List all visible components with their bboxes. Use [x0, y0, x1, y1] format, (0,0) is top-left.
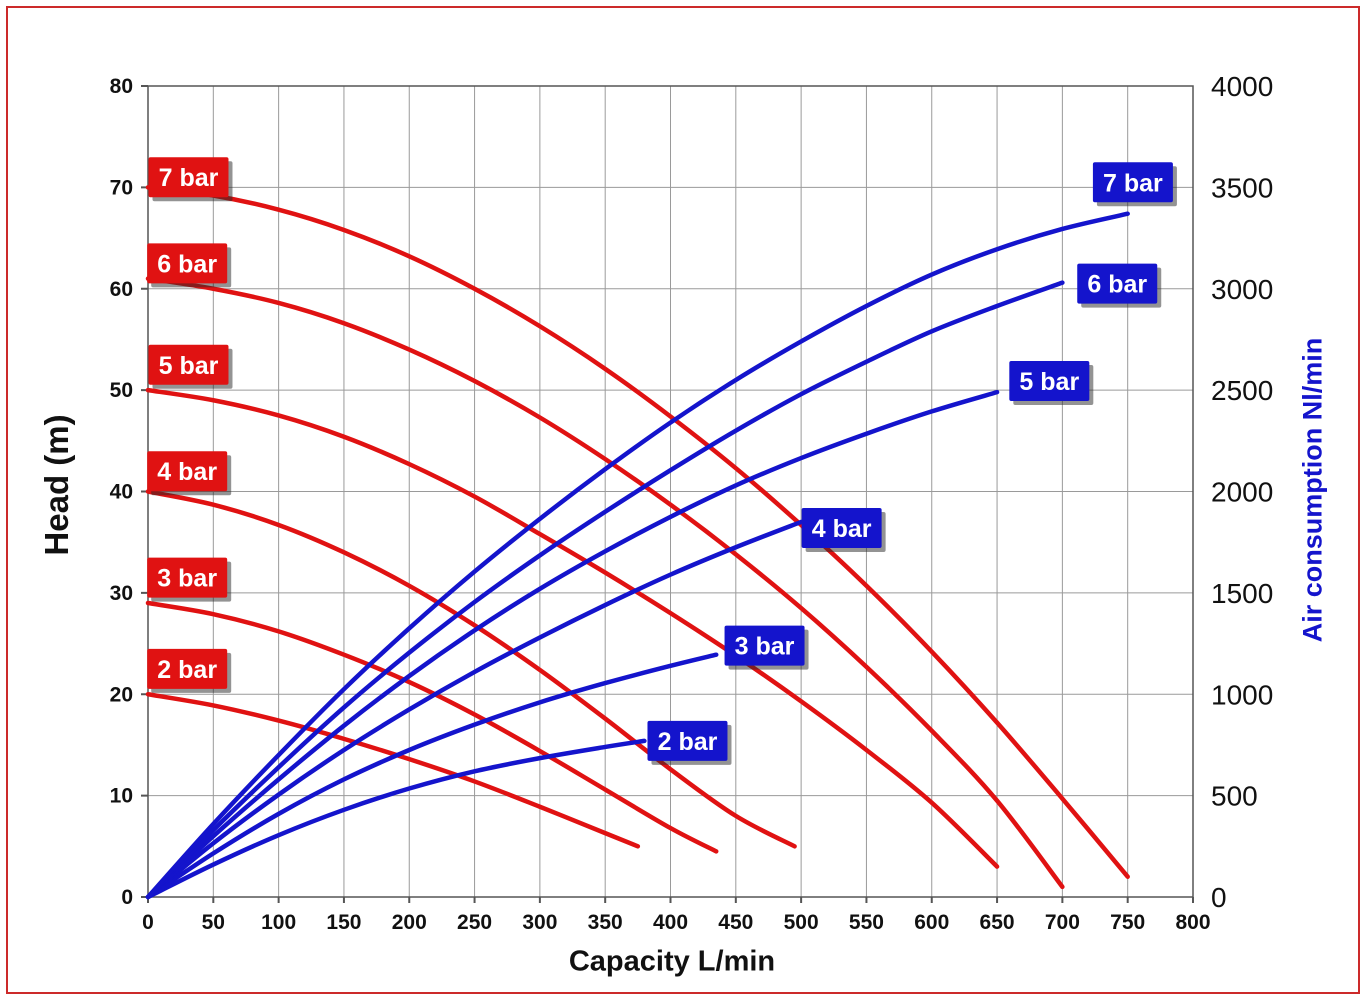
air-series-label-2-bar: 2 bar: [647, 720, 732, 765]
x-tick-label: 200: [392, 911, 427, 934]
label-box: [148, 157, 229, 198]
air-series-label-4-bar: 4 bar: [801, 507, 886, 552]
label-box: [147, 648, 228, 689]
y-right-tick-label: 2500: [1211, 375, 1273, 406]
x-tick-label: 550: [849, 911, 884, 934]
label-text: 6 bar: [1087, 271, 1147, 299]
label-text: 5 bar: [1019, 368, 1079, 396]
x-axis-title: Capacity L/min: [568, 945, 776, 978]
label-box: [148, 344, 229, 385]
air-curve-7-bar: [145, 211, 1130, 900]
x-tick-label: 800: [1175, 911, 1210, 934]
x-tick-label: 500: [784, 911, 819, 934]
y-right-tick-label: 1000: [1211, 679, 1273, 710]
head-series-label-7-bar: 7 bar: [148, 157, 233, 202]
label-text: 7 bar: [159, 164, 219, 192]
y-right-tick-label: 0: [1211, 882, 1227, 913]
label-text: 5 bar: [159, 352, 219, 380]
head-curve-5-bar: [145, 387, 1000, 869]
head-curve-7-bar: [145, 185, 1130, 879]
head-curve-4-bar: [145, 489, 797, 849]
label-text: 3 bar: [735, 633, 795, 661]
y-left-tick-label: 10: [110, 785, 133, 808]
head-series-label-3-bar: 3 bar: [147, 557, 232, 602]
y-right-tick-label: 500: [1211, 781, 1258, 812]
head-series-label-2-bar: 2 bar: [147, 648, 232, 693]
y-right-tick-label: 3500: [1211, 172, 1273, 203]
x-tick-label: 350: [588, 911, 623, 934]
y-left-tick-label: 0: [121, 886, 133, 909]
left-axis-title: Head (m): [38, 414, 75, 556]
x-tick-label: 250: [457, 911, 492, 934]
label-box: [147, 451, 228, 492]
head-series-label-5-bar: 5 bar: [148, 344, 233, 389]
head-series-label-4-bar: 4 bar: [147, 451, 232, 496]
y-left-tick-label: 60: [110, 278, 133, 301]
x-tick-label: 100: [261, 911, 296, 934]
x-tick-label: 400: [653, 911, 688, 934]
head-series-label-6-bar: 6 bar: [147, 243, 232, 288]
air-series-label-6-bar: 6 bar: [1077, 263, 1162, 308]
x-tick-label: 600: [914, 911, 949, 934]
label-text: 6 bar: [157, 250, 217, 278]
y-left-tick-label: 20: [110, 683, 133, 706]
x-tick-label: 0: [142, 911, 154, 934]
x-tick-label: 300: [522, 911, 557, 934]
x-tick-label: 750: [1110, 911, 1145, 934]
label-box: [724, 625, 805, 666]
label-box: [147, 243, 228, 284]
label-text: 4 bar: [157, 458, 217, 486]
label-box: [147, 557, 228, 598]
right-axis-title: Air consumption Nl/min: [1297, 337, 1328, 643]
air-series-label-5-bar: 5 bar: [1009, 361, 1094, 406]
x-tick-label: 450: [718, 911, 753, 934]
y-right-tick-label: 1500: [1211, 578, 1273, 609]
air-series-label-3-bar: 3 bar: [724, 625, 809, 670]
air-series-label-7-bar: 7 bar: [1092, 162, 1177, 207]
label-text: 3 bar: [157, 565, 217, 593]
x-tick-label: 650: [980, 911, 1015, 934]
air-curve-2-bar: [145, 738, 647, 900]
y-left-tick-label: 50: [110, 379, 133, 402]
label-box: [1009, 361, 1090, 402]
y-right-tick-label: 2000: [1211, 477, 1273, 508]
head-curve-2-bar: [145, 692, 641, 849]
label-text: 7 bar: [1103, 169, 1163, 197]
label-text: 2 bar: [157, 656, 217, 684]
head-curve-3-bar: [145, 600, 719, 854]
air-curve-3-bar: [145, 652, 719, 900]
label-box: [647, 720, 728, 761]
head-curve-6-bar: [145, 276, 1065, 890]
x-tick-label: 700: [1045, 911, 1080, 934]
x-tick-label: 150: [326, 911, 361, 934]
x-tick-label: 50: [202, 911, 225, 934]
label-box: [1092, 162, 1173, 203]
y-left-tick-label: 70: [110, 176, 133, 199]
y-left-tick-label: 80: [110, 75, 133, 98]
y-left-tick-label: 30: [110, 582, 133, 605]
y-left-tick-label: 40: [110, 481, 133, 504]
label-text: 4 bar: [812, 515, 872, 543]
label-box: [1077, 263, 1158, 304]
air-curve-5-bar: [145, 389, 1000, 900]
y-right-tick-label: 3000: [1211, 274, 1273, 305]
label-box: [801, 507, 882, 548]
label-text: 2 bar: [658, 728, 718, 756]
air-curve-6-bar: [145, 280, 1065, 900]
y-right-tick-label: 4000: [1211, 71, 1273, 102]
air-curve-4-bar: [145, 519, 804, 900]
